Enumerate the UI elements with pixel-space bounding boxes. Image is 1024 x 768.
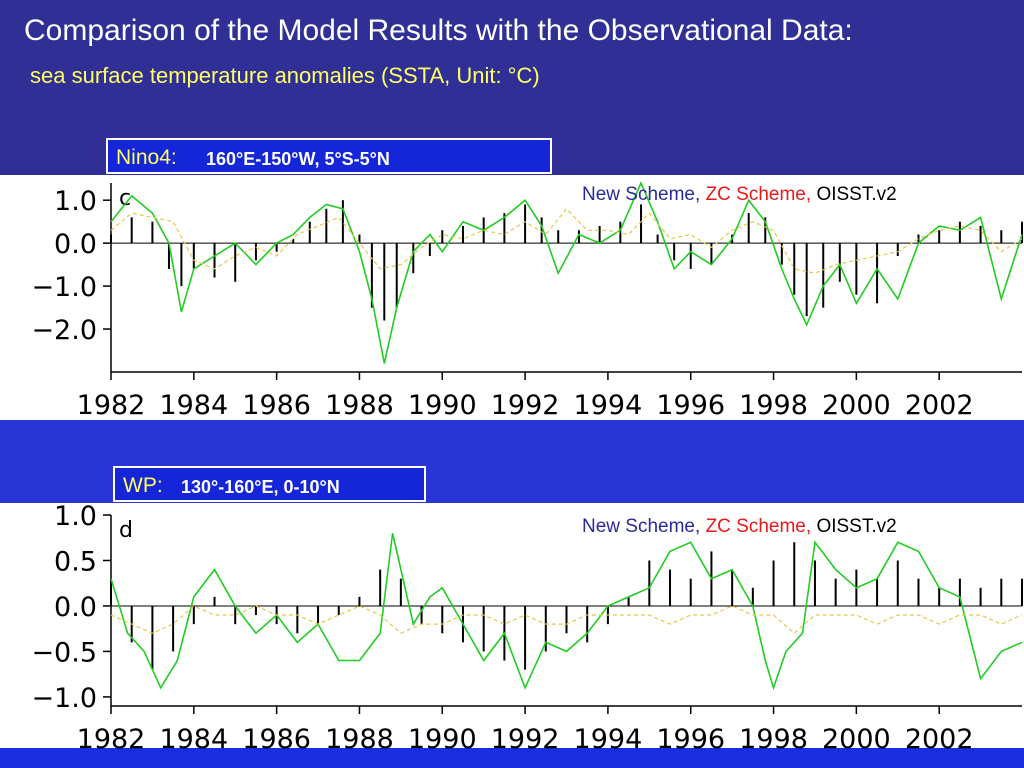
slide-title: Comparison of the Model Results with the… — [24, 14, 853, 47]
y-tick-label: 1.0 — [54, 186, 97, 217]
region-coords: 160°E-150°W, 5°S-5°N — [206, 149, 390, 169]
x-tick-label: 1986 — [242, 724, 311, 755]
y-tick-label: −2.0 — [31, 315, 97, 346]
x-tick-label: 1984 — [159, 724, 228, 755]
footer-band — [0, 748, 1024, 768]
legend-panel-c: New Scheme, ZC Scheme, OISST.v2 — [582, 184, 897, 206]
x-tick-label: 1998 — [739, 390, 808, 421]
legend-oisst: OISST.v2 — [816, 184, 897, 205]
panel-letter: c — [119, 186, 131, 211]
x-tick-label: 1984 — [159, 390, 228, 421]
legend-panel-d: New Scheme, ZC Scheme, OISST.v2 — [582, 516, 897, 538]
legend-zc-scheme: ZC Scheme, — [705, 184, 812, 205]
x-tick-label: 1996 — [656, 390, 725, 421]
zc-scheme-line — [110, 605, 1023, 634]
x-tick-label: 2002 — [905, 390, 974, 421]
legend-new-scheme: New Scheme, — [582, 184, 701, 205]
y-tick-label: 1.0 — [54, 501, 97, 532]
x-tick-label: 1986 — [242, 390, 311, 421]
x-tick-label: 1994 — [574, 724, 643, 755]
panel-letter: d — [119, 518, 133, 543]
region-name: WP: — [123, 474, 163, 497]
x-tick-label: 1982 — [77, 724, 146, 755]
region-label-nino4: Nino4: 160°E-150°W, 5°S-5°N — [106, 138, 552, 174]
x-tick-label: 1988 — [325, 390, 394, 421]
x-tick-label: 1990 — [408, 724, 477, 755]
x-tick-label: 1992 — [491, 390, 560, 421]
legend-new-scheme: New Scheme, — [582, 516, 701, 537]
x-tick-label: 1990 — [408, 390, 477, 421]
x-tick-label: 1988 — [325, 724, 394, 755]
new-scheme-line — [110, 533, 1023, 691]
slide-subtitle: sea surface temperature anomalies (SSTA,… — [30, 63, 540, 88]
y-tick-label: −1.0 — [31, 272, 97, 303]
x-tick-label: 1996 — [656, 724, 725, 755]
y-tick-label: 0.5 — [54, 546, 97, 577]
y-tick-label: −0.5 — [31, 637, 97, 668]
legend-oisst: OISST.v2 — [816, 516, 897, 537]
y-tick-label: 0.0 — [54, 229, 97, 260]
y-tick-label: −1.0 — [31, 683, 97, 714]
zc-scheme-line — [110, 207, 1023, 274]
y-tick-label: 0.0 — [54, 592, 97, 623]
x-tick-label: 1998 — [739, 724, 808, 755]
x-tick-label: 2002 — [905, 724, 974, 755]
region-coords: 130°-160°E, 0-10°N — [181, 477, 340, 497]
region-name: Nino4: — [116, 146, 177, 169]
x-tick-label: 1994 — [574, 390, 643, 421]
x-tick-label: 2000 — [822, 724, 891, 755]
x-tick-label: 2000 — [822, 390, 891, 421]
x-tick-label: 1982 — [77, 390, 146, 421]
legend-zc-scheme: ZC Scheme, — [705, 516, 812, 537]
region-label-wp: WP: 130°-160°E, 0-10°N — [113, 466, 426, 502]
new-scheme-line — [110, 180, 1023, 364]
x-tick-label: 1992 — [491, 724, 560, 755]
